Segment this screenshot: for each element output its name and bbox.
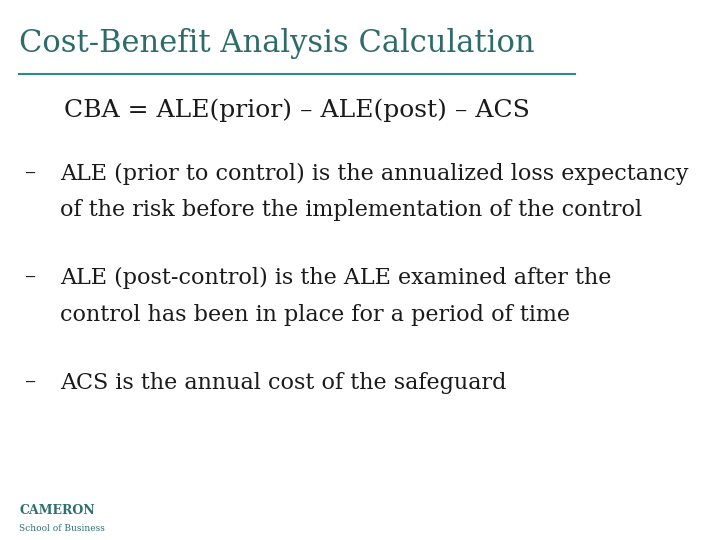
Text: ACS is the annual cost of the safeguard: ACS is the annual cost of the safeguard [60, 372, 507, 394]
Text: School of Business: School of Business [19, 524, 105, 533]
Text: Cost-Benefit Analysis Calculation: Cost-Benefit Analysis Calculation [19, 28, 535, 59]
Text: CBA = ALE(prior) – ALE(post) – ACS: CBA = ALE(prior) – ALE(post) – ACS [64, 98, 530, 122]
Text: –: – [25, 372, 36, 394]
Text: ALE (prior to control) is the annualized loss expectancy: ALE (prior to control) is the annualized… [60, 163, 689, 185]
Text: ALE (post-control) is the ALE examined after the: ALE (post-control) is the ALE examined a… [60, 267, 612, 289]
Text: control has been in place for a period of time: control has been in place for a period o… [60, 304, 570, 326]
Text: –: – [25, 163, 36, 185]
Text: CAMERON: CAMERON [19, 504, 95, 517]
Text: of the risk before the implementation of the control: of the risk before the implementation of… [60, 199, 643, 221]
Text: –: – [25, 267, 36, 289]
